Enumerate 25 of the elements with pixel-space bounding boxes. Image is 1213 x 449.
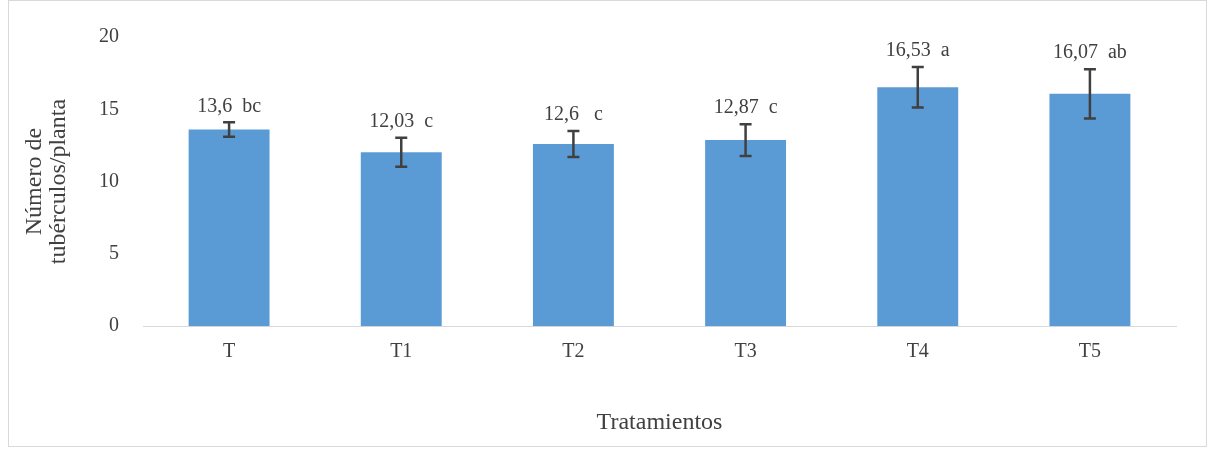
x-tick-label: T [222,339,236,362]
bar [188,129,270,327]
x-tick-label: T1 [390,339,413,362]
bar [1049,93,1131,327]
y-axis-title: Número de tubérculos/planta [20,98,71,265]
data-label: 13,6 bc [197,93,262,116]
y-tick-label: 20 [99,24,119,47]
x-tick-label: T4 [906,339,929,362]
y-tick-label: 10 [99,168,119,191]
y-tick-label: 0 [109,313,119,336]
bar [877,87,959,327]
bar [705,140,787,327]
bar [360,152,442,327]
data-label: 12,87 c [713,95,778,118]
x-tick-label: T5 [1078,339,1102,362]
y-tick-label: 15 [99,96,119,119]
data-label: 16,07 ab [1052,40,1127,63]
data-label: 16,53 a [885,38,950,61]
y-tick-label: 5 [109,241,119,264]
x-tick-label: T3 [734,339,757,362]
data-label: 12,03 c [369,109,434,132]
x-axis-title: Tratamientos [596,407,723,434]
data-label: 12,6 c [543,102,603,125]
x-tick-label: T2 [562,339,585,362]
bar [532,144,614,327]
